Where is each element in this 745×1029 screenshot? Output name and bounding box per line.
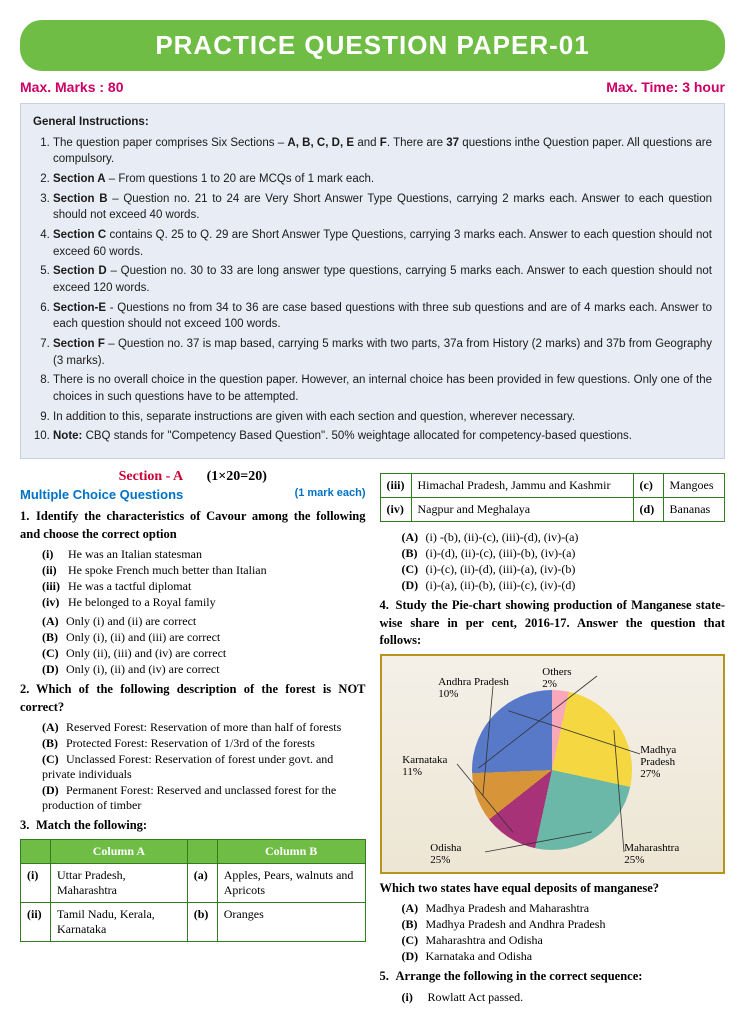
list-item: (A)Only (i) and (ii) are correct	[42, 614, 366, 629]
q1-options: (A)Only (i) and (ii) are correct(B)Only …	[20, 614, 366, 677]
list-item: (C)Only (ii), (iii) and (iv) are correct	[42, 646, 366, 661]
table-row: (i)Uttar Pradesh, Maharashtra(a)Apples, …	[21, 863, 366, 902]
list-item: (B)Only (i), (ii) and (iii) are correct	[42, 630, 366, 645]
pie-label: Madhya Pradesh27%	[640, 744, 702, 780]
question-5: 5.Arrange the following in the correct s…	[380, 968, 726, 986]
qtext: Which of the following description of th…	[20, 682, 366, 714]
section-name: Section - A	[119, 469, 184, 484]
qnum: 3.	[20, 817, 36, 835]
question-4: 4.Study the Pie-chart showing production…	[380, 597, 726, 650]
instruction-item: Note: CBQ stands for "Competency Based Q…	[53, 428, 712, 445]
list-item: (C)Maharashtra and Odisha	[402, 933, 726, 948]
instruction-item: Section D – Question no. 30 to 33 are lo…	[53, 263, 712, 296]
list-item: (B)Protected Forest: Reservation of 1/3r…	[42, 736, 366, 751]
col-a-header: Column A	[51, 839, 188, 863]
pie-label: Andhra Pradesh10%	[438, 676, 509, 700]
q1-statements: (i)He was an Italian statesman(ii)He spo…	[20, 547, 366, 610]
max-time: Max. Time: 3 hour	[606, 79, 725, 95]
instruction-item: Section B – Question no. 21 to 24 are Ve…	[53, 191, 712, 224]
q3-answers: (A)(i) -(b), (ii)-(c), (iii)-(d), (iv)-(…	[380, 530, 726, 593]
qnum: 4.	[380, 597, 396, 615]
pie-label: Karnataka11%	[402, 754, 447, 778]
instruction-item: Section F – Question no. 37 is map based…	[53, 336, 712, 369]
qnum: 5.	[380, 968, 396, 986]
qtext: Arrange the following in the correct seq…	[396, 969, 643, 983]
general-instructions: General Instructions: The question paper…	[20, 103, 725, 459]
q4-options: (A)Madhya Pradesh and Maharashtra(B)Madh…	[380, 901, 726, 964]
pie-label: Maharashtra25%	[624, 842, 679, 866]
list-item: (D)Karnataka and Odisha	[402, 949, 726, 964]
section-marks: (1×20=20)	[207, 469, 267, 484]
question-1: 1.Identify the characteristics of Cavour…	[20, 508, 366, 543]
left-column: Section - A (1×20=20) Multiple Choice Qu…	[20, 469, 366, 1009]
list-item: (B)Madhya Pradesh and Andhra Pradesh	[402, 917, 726, 932]
list-item: (D)Permanent Forest: Reserved and unclas…	[42, 783, 366, 813]
list-item: (A)(i) -(b), (ii)-(c), (iii)-(d), (iv)-(…	[402, 530, 726, 545]
q2-options: (A)Reserved Forest: Reservation of more …	[20, 720, 366, 813]
instruction-item: Section A – From questions 1 to 20 are M…	[53, 171, 712, 188]
instruction-item: Section-E - Questions no from 34 to 36 a…	[53, 300, 712, 333]
instructions-title: General Instructions:	[33, 114, 712, 131]
pie-chart	[472, 690, 632, 850]
table-row: (iii)Himachal Pradesh, Jammu and Kashmir…	[380, 474, 725, 498]
mcq-each: (1 mark each)	[295, 487, 366, 502]
pie-label: Odisha25%	[430, 842, 461, 866]
qtext: Match the following:	[36, 818, 147, 832]
meta-row: Max. Marks : 80 Max. Time: 3 hour	[20, 79, 725, 95]
list-item: (iv)He belonged to a Royal family	[42, 595, 366, 610]
mcq-subheader: Multiple Choice Questions (1 mark each)	[20, 487, 366, 502]
list-item: (D)Only (i), (ii) and (iv) are correct	[42, 662, 366, 677]
qtext: Study the Pie-chart showing production o…	[380, 598, 726, 647]
question-2: 2.Which of the following description of …	[20, 681, 366, 716]
q4-sub: Which two states have equal deposits of …	[380, 880, 726, 898]
list-item: (B)(i)-(d), (ii)-(c), (iii)-(b), (iv)-(a…	[402, 546, 726, 561]
pie-label: Others2%	[542, 666, 571, 690]
q3-table-right: (iii)Himachal Pradesh, Jammu and Kashmir…	[380, 473, 726, 522]
list-item: (A)Reserved Forest: Reservation of more …	[42, 720, 366, 735]
instruction-item: In addition to this, separate instructio…	[53, 409, 712, 426]
q3-table-left: Column A Column B (i)Uttar Pradesh, Maha…	[20, 839, 366, 942]
question-3: 3.Match the following:	[20, 817, 366, 835]
list-item: (i)Rowlatt Act passed.	[402, 990, 726, 1005]
max-marks: Max. Marks : 80	[20, 79, 124, 95]
list-item: (ii)He spoke French much better than Ita…	[42, 563, 366, 578]
col-b-header: Column B	[217, 839, 365, 863]
q4-subtext: Which two states have equal deposits of …	[380, 881, 660, 895]
table-row: (iv)Nagpur and Meghalaya(d)Bananas	[380, 498, 725, 522]
list-item: (i)He was an Italian statesman	[42, 547, 366, 562]
pie-chart-box: Madhya Pradesh27% Maharashtra25% Odisha25%…	[380, 654, 726, 874]
content-columns: Section - A (1×20=20) Multiple Choice Qu…	[20, 469, 725, 1009]
instruction-item: Section C contains Q. 25 to Q. 29 are Sh…	[53, 227, 712, 260]
q5-statements: (i)Rowlatt Act passed.	[380, 990, 726, 1005]
section-a-header: Section - A (1×20=20)	[20, 469, 366, 485]
title-banner: PRACTICE QUESTION PAPER-01	[20, 20, 725, 71]
qnum: 2.	[20, 681, 36, 699]
list-item: (A)Madhya Pradesh and Maharashtra	[402, 901, 726, 916]
list-item: (C)(i)-(c), (ii)-(d), (iii)-(a), (iv)-(b…	[402, 562, 726, 577]
list-item: (D)(i)-(a), (ii)-(b), (iii)-(c), (iv)-(d…	[402, 578, 726, 593]
instruction-item: There is no overall choice in the questi…	[53, 372, 712, 405]
qtext: Identify the characteristics of Cavour a…	[20, 509, 366, 541]
instruction-item: The question paper comprises Six Section…	[53, 135, 712, 168]
qnum: 1.	[20, 508, 36, 526]
mcq-title: Multiple Choice Questions	[20, 487, 183, 502]
table-row: (ii)Tamil Nadu, Kerala, Karnataka(b)Oran…	[21, 902, 366, 941]
list-item: (C)Unclassed Forest: Reservation of fore…	[42, 752, 366, 782]
list-item: (iii)He was a tactful diplomat	[42, 579, 366, 594]
pie-wrap: Madhya Pradesh27% Maharashtra25% Odisha25%…	[402, 664, 702, 864]
right-column: (iii)Himachal Pradesh, Jammu and Kashmir…	[380, 469, 726, 1009]
